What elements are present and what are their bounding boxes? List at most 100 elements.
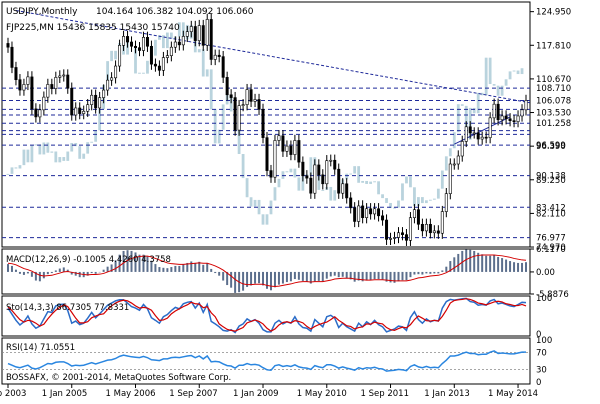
candle-body xyxy=(297,140,301,163)
candle-body xyxy=(269,170,273,178)
nikkei-bar xyxy=(353,166,357,174)
nikkei-bar xyxy=(22,149,26,166)
nikkei-bar xyxy=(126,41,129,55)
rsi-tick-label: 70 xyxy=(536,349,547,359)
candle-body xyxy=(62,74,66,77)
nikkei-bar xyxy=(62,157,66,161)
nikkei-bar xyxy=(293,168,297,178)
y-tick-label: 103.530 xyxy=(536,109,571,119)
nikkei-bar xyxy=(162,35,165,49)
nikkei-bar xyxy=(421,197,424,204)
nikkei-bar xyxy=(14,167,18,169)
candle-body xyxy=(245,89,249,105)
nikkei-bar xyxy=(82,153,86,159)
candle-body xyxy=(30,76,34,110)
nikkei-bar xyxy=(504,79,508,86)
rsi-tick-label: 100 xyxy=(536,336,552,346)
candle-body xyxy=(26,76,30,85)
nikkei-bar xyxy=(90,141,94,143)
candle-body xyxy=(301,161,305,177)
candle-body xyxy=(149,45,153,65)
nikkei-bar xyxy=(46,142,50,153)
nikkei-bar xyxy=(110,50,113,62)
x-tick-label: 1 May 2010 xyxy=(297,389,347,399)
nikkei-bar xyxy=(345,173,349,180)
sto-tick-label: 0 xyxy=(536,330,541,340)
panel-frame-rsi xyxy=(1,337,531,385)
nikkei-bar xyxy=(237,129,241,154)
nikkei-bar xyxy=(456,104,460,133)
level-label: 101.258 xyxy=(536,119,571,129)
level-label-bg xyxy=(531,82,577,94)
candle-body xyxy=(241,104,245,106)
candle-body xyxy=(424,223,428,232)
nikkei-bar xyxy=(273,187,277,201)
candle-body xyxy=(337,168,341,194)
sto-signal-line xyxy=(7,298,527,332)
y-tick-label: 89.250 xyxy=(536,176,566,186)
nikkei-bar xyxy=(18,165,22,169)
candle-body xyxy=(82,110,86,114)
nikkei-bar xyxy=(30,145,34,163)
nikkei-bar xyxy=(106,61,110,85)
candle-body xyxy=(137,47,141,51)
nikkei-bar xyxy=(50,151,54,153)
candle-body xyxy=(110,77,114,81)
trendline xyxy=(454,116,511,145)
nikkei-bar xyxy=(385,198,388,203)
nikkei-bar xyxy=(213,109,217,144)
candle-body xyxy=(444,193,448,212)
nikkei-bar xyxy=(460,104,464,106)
level-label-bg xyxy=(531,170,577,182)
nikkei-bar xyxy=(142,72,145,74)
candle-body xyxy=(365,208,369,218)
nikkei-bar xyxy=(496,85,500,96)
candle-body xyxy=(54,77,58,89)
y-tick-label: 82.110 xyxy=(536,209,566,219)
candle-body xyxy=(249,89,253,102)
nikkei-bar xyxy=(229,95,233,112)
candle-body xyxy=(78,107,82,114)
nikkei-bar xyxy=(158,35,161,40)
nikkei-bar xyxy=(436,188,440,199)
nikkei-bar xyxy=(38,144,42,155)
nikkei-bar xyxy=(154,39,157,56)
nikkei-bar xyxy=(405,176,408,184)
x-tick-label: 1 May 2006 xyxy=(106,389,156,399)
chart-title: USDJPY,Monthly xyxy=(6,7,78,17)
x-tick-label: 1 Sep 2011 xyxy=(361,389,409,399)
nikkei-bar xyxy=(205,69,209,77)
candle-body xyxy=(42,96,46,111)
candle-body xyxy=(173,41,177,48)
candle-body xyxy=(404,234,408,241)
nikkei-bar xyxy=(66,151,70,161)
candle-body xyxy=(357,205,361,222)
nikkei-bar xyxy=(349,173,353,175)
nikkei-bar xyxy=(114,50,117,60)
nikkei-bar xyxy=(197,49,201,53)
nikkei-bar xyxy=(393,207,396,209)
nikkei-bar xyxy=(357,166,361,183)
nikkei-bar xyxy=(277,178,281,188)
candle-body xyxy=(277,135,281,141)
x-tick-label: 1 Sep 2007 xyxy=(169,389,217,399)
candle-body xyxy=(253,99,257,102)
candle-body xyxy=(197,25,201,41)
candle-body xyxy=(86,104,90,112)
nikkei-bar xyxy=(217,129,221,144)
nikkei-bar xyxy=(413,187,416,206)
nikkei-bar xyxy=(401,183,404,201)
nikkei-bar xyxy=(444,156,448,171)
nikkei-bar xyxy=(34,144,38,146)
candle-body xyxy=(126,36,130,43)
nikkei-bar xyxy=(26,149,30,163)
candle-body xyxy=(122,36,126,46)
candle-body xyxy=(233,97,237,131)
candle-body xyxy=(161,57,165,71)
level-label-bg xyxy=(531,95,577,107)
y-tick-label: 124.950 xyxy=(536,8,571,18)
candle-body xyxy=(14,67,18,81)
macd-tick-label: 0.00 xyxy=(536,268,555,278)
candle-body xyxy=(90,94,94,105)
